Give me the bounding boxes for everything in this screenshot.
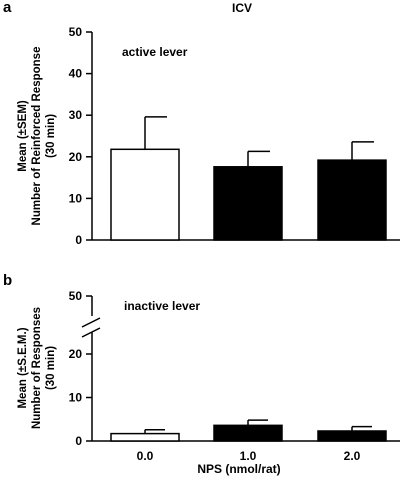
panel-a-title: ICV	[232, 1, 252, 15]
panel-a-bar	[317, 159, 387, 241]
panel-b-letter: b	[3, 272, 12, 289]
panel-b-y-label-line-1: Mean (±S.E.M.)	[17, 327, 29, 408]
panel-b-y-tick-label: 50	[69, 289, 83, 303]
panel-b-marks: 0 10 20 50 0.0 1.0 2.0	[69, 289, 400, 463]
panel-b-y-label-line-2: Number of Responses	[31, 307, 43, 429]
panel-a-y-tick-label: 40	[69, 67, 83, 81]
panel-a-y-tick-label: 30	[69, 108, 83, 122]
panel-a-y-tick-label: 50	[69, 25, 83, 39]
panel-a-y-tick-label: 20	[69, 150, 83, 164]
panel-a-y-axis-label: Mean (±SEM) Number of Reinforced Respons…	[17, 47, 57, 226]
panel-b-y-axis-label: Mean (±S.E.M.) Number of Responses (30 m…	[17, 307, 57, 429]
panel-a: a ICV active lever Mean (±SEM) Number of…	[3, 0, 400, 247]
panel-a-y-tick-label: 0	[75, 233, 82, 247]
panel-b-bar	[213, 424, 283, 442]
panel-a-bar	[213, 166, 283, 241]
panel-b-x-tick-label: 0.0	[137, 449, 154, 463]
panel-b-axis-break-mark-lower	[81, 327, 101, 338]
panel-a-y-tick-label: 10	[69, 191, 83, 205]
panel-a-y-label-line-1: Mean (±SEM)	[17, 100, 29, 172]
panel-b-bar	[317, 430, 387, 442]
panel-b-axis-break-mark-upper	[81, 317, 101, 328]
panel-a-letter: a	[3, 0, 12, 16]
panel-b-x-tick-label: 2.0	[344, 449, 361, 463]
panel-b-bar	[110, 432, 180, 442]
panel-a-bar	[110, 148, 180, 241]
panel-a-annotation: active lever	[122, 45, 188, 59]
panel-b-y-tick-label: 10	[69, 391, 83, 405]
panel-a-y-label-line-3: (30 min)	[45, 114, 57, 158]
panel-b-y-tick-label: 20	[69, 347, 83, 361]
panel-b-x-axis-label: NPS (nmol/rat)	[197, 462, 280, 476]
panel-b-x-tick-label: 1.0	[240, 449, 257, 463]
panel-b-y-tick-label: 0	[75, 434, 82, 448]
panel-b-annotation: inactive lever	[124, 299, 200, 313]
panel-a-y-label-line-2: Number of Reinforced Response	[31, 47, 43, 226]
panel-a-marks: 0 10 20 30 40 50	[69, 25, 400, 247]
panel-b: b inactive lever Mean (±S.E.M.) Number o…	[3, 272, 400, 476]
panel-b-y-label-line-3: (30 min)	[45, 346, 57, 390]
